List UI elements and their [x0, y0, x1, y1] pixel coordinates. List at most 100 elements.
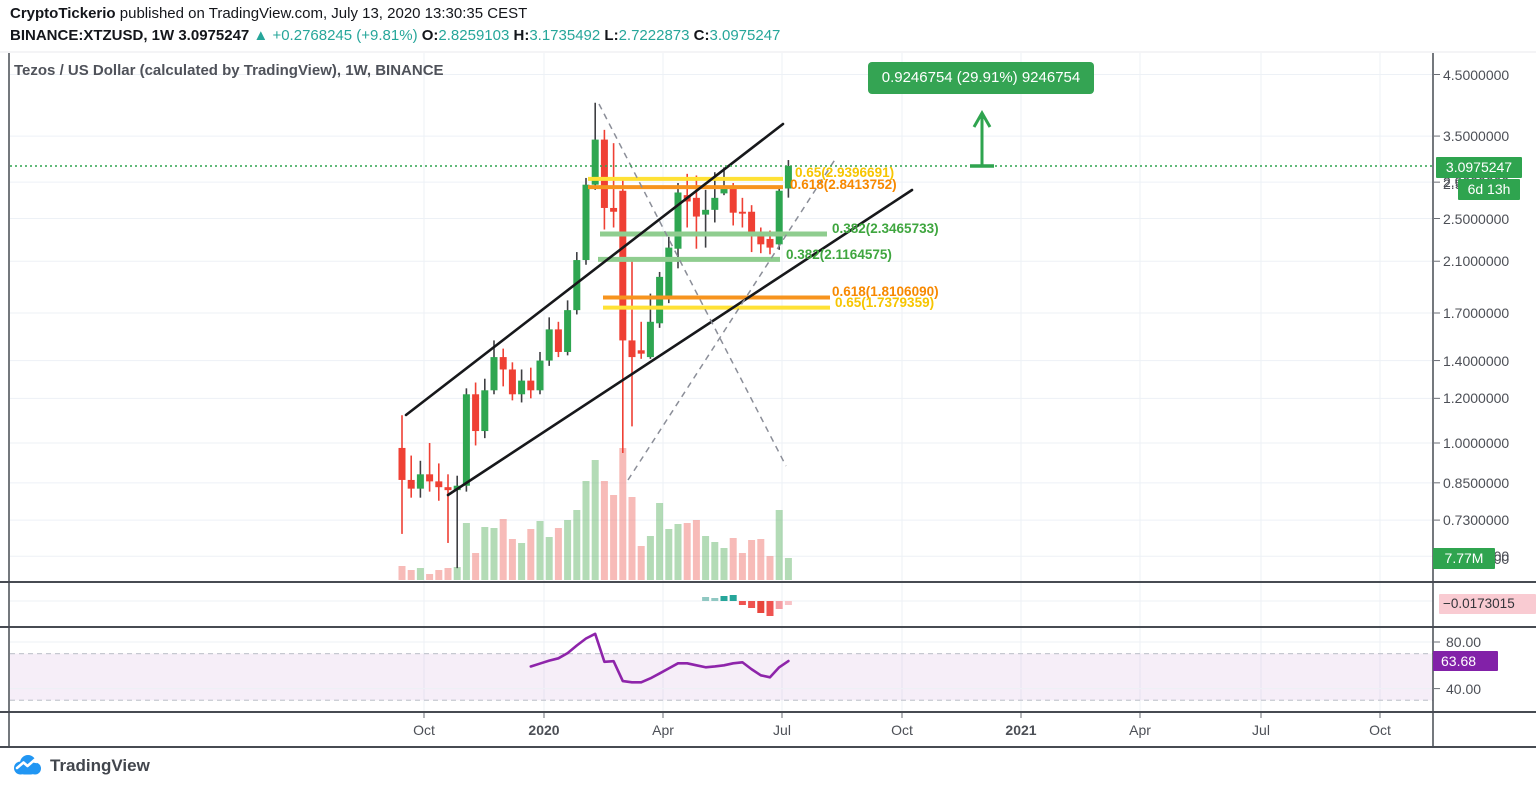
volume-bar: [536, 521, 544, 580]
time-axis-label-Apr[interactable]: Apr: [1129, 722, 1151, 738]
low-value: 2.7222873: [618, 27, 690, 44]
histogram-bar: [711, 598, 719, 601]
candle-body: [582, 184, 590, 261]
volume-bar: [481, 527, 489, 580]
fib-level-label[interactable]: 0.65(1.7379359): [835, 295, 935, 310]
histogram-bar: [729, 595, 737, 601]
volume-bar: [416, 568, 424, 580]
tradingview-logo-text: TradingView: [50, 756, 150, 775]
price-axis-label-3.5000000[interactable]: 3.5000000: [1443, 128, 1510, 145]
trend-channel-line: [446, 188, 914, 497]
candle-body: [472, 394, 480, 432]
volume-bar: [527, 529, 535, 580]
candle-body: [499, 357, 507, 370]
symbol-header: BINANCE:XTZUSD, 1W 3.0975247 ▲ +0.276824…: [10, 27, 780, 44]
candle-body: [692, 197, 700, 217]
price-target-label[interactable]: 0.9246754 (29.91%) 9246754: [868, 62, 1094, 94]
low-label: L:: [604, 27, 619, 44]
time-axis-label-2020[interactable]: 2020: [528, 722, 560, 738]
candle-body: [554, 329, 562, 352]
candle-body: [784, 166, 792, 189]
price-axis-label-1.2000000[interactable]: 1.2000000: [1443, 390, 1510, 407]
time-axis-label-Jul[interactable]: Jul: [773, 722, 791, 738]
volume-axis-badge: 7.77M: [1433, 548, 1495, 569]
volume-bar: [472, 553, 480, 580]
high-value: 3.1735492: [529, 27, 601, 44]
candle-body: [766, 238, 774, 248]
time-axis-label-Oct[interactable]: Oct: [413, 722, 435, 738]
time-axis-label-Jul[interactable]: Jul: [1252, 722, 1270, 738]
histogram-bar: [766, 601, 774, 616]
candle-body: [610, 207, 618, 212]
candle-body: [564, 310, 572, 352]
volume-bar: [582, 481, 590, 580]
fib-level-label[interactable]: 0.382(2.3465733): [832, 221, 939, 236]
fib-level-label[interactable]: 0.382(2.1164575): [786, 247, 892, 262]
volume-bar: [692, 520, 700, 580]
candle-body: [628, 340, 636, 358]
candle-body: [748, 211, 756, 233]
dashed-trendline: [598, 103, 787, 467]
time-axis-label-Oct[interactable]: Oct: [891, 722, 913, 738]
volume-bar: [683, 523, 691, 580]
volume-bar: [398, 566, 406, 580]
volume-bar: [757, 539, 765, 580]
volume-bar: [407, 570, 415, 580]
volume-bar: [573, 510, 581, 580]
time-axis-label-Apr[interactable]: Apr: [652, 722, 674, 738]
price-axis-label-1.7000000[interactable]: 1.7000000: [1443, 304, 1510, 321]
up-triangle-icon: ▲: [253, 27, 269, 44]
histogram-bar: [702, 597, 710, 601]
time-axis-label-2021[interactable]: 2021: [1005, 722, 1037, 738]
volume-bar: [784, 558, 792, 580]
volume-bar: [564, 520, 572, 580]
publish-header: CryptoTickerio published on TradingView.…: [10, 5, 527, 22]
candle-body: [444, 487, 452, 491]
price-axis-label-1.0000000[interactable]: 1.0000000: [1443, 435, 1510, 451]
last-price-axis-badge: 3.0975247: [1436, 157, 1522, 178]
volume-bar: [656, 503, 664, 580]
volume-bar: [591, 460, 599, 580]
histogram-bar: [757, 601, 765, 613]
tradingview-logo[interactable]: TradingView: [12, 753, 150, 779]
histogram-bar: [738, 601, 746, 605]
volume-bar: [545, 537, 553, 580]
volume-bar: [490, 528, 498, 580]
price-axis-label-1.4000000[interactable]: 1.4000000: [1443, 352, 1510, 369]
candle-body: [600, 139, 608, 208]
fib-level-label[interactable]: 0.65(2.9396691): [795, 165, 895, 180]
histogram-bar: [748, 601, 756, 608]
chart-pane-title: Tezos / US Dollar (calculated by Trading…: [14, 62, 444, 79]
last-price: 3.0975247: [178, 27, 250, 44]
volume-bar: [637, 546, 645, 580]
volume-bar: [619, 448, 627, 580]
price-axis-label-0.7300000[interactable]: 0.7300000: [1443, 512, 1510, 529]
candle-body: [702, 209, 710, 215]
histogram-bar: [784, 601, 792, 605]
author-name: CryptoTickerio: [10, 5, 116, 22]
bar-countdown-badge: 6d 13h: [1458, 179, 1520, 200]
candle-body: [637, 350, 645, 354]
candle-body: [573, 260, 581, 311]
candle-body: [775, 190, 783, 245]
price-change: +0.2768245 (+9.81%): [272, 27, 418, 44]
rsi-value-badge: 63.68: [1433, 651, 1498, 671]
candle-body: [426, 474, 434, 482]
price-axis-label-4.5000000[interactable]: 4.5000000: [1443, 66, 1510, 83]
histogram-value-badge: −0.0173015: [1439, 594, 1536, 614]
high-label: H:: [513, 27, 530, 44]
rsi-axis-label-80.00: 80.00: [1446, 634, 1482, 650]
candle-body: [711, 197, 719, 210]
time-axis-label-Oct[interactable]: Oct: [1369, 722, 1391, 738]
price-axis-label-2.5000000[interactable]: 2.5000000: [1443, 210, 1510, 227]
open-label: O:: [421, 27, 439, 44]
candle-body: [720, 187, 728, 194]
close-label: C:: [693, 27, 710, 44]
fib-level-label[interactable]: 0.618(2.8413752): [790, 177, 897, 192]
volume-bar: [665, 529, 673, 580]
price-axis-label-0.8500000[interactable]: 0.8500000: [1443, 474, 1510, 491]
fib-level-label[interactable]: 0.618(1.8106090): [832, 284, 939, 299]
symbol-name[interactable]: BINANCE:XTZUSD, 1W: [10, 27, 175, 44]
price-axis-label-2.1000000[interactable]: 2.1000000: [1443, 253, 1510, 270]
